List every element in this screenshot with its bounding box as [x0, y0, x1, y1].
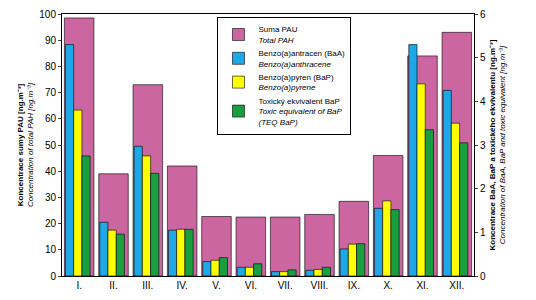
svg-text:50: 50	[45, 140, 57, 151]
svg-text:XII.: XII.	[449, 280, 464, 291]
svg-text:XI.: XI.	[416, 280, 428, 291]
svg-text:Benzo(a)pyren (BaP)Benzo(a)pyr: Benzo(a)pyren (BaP)Benzo(a)pyrene	[258, 73, 333, 92]
svg-text:Suma PAUTotal PAH: Suma PAUTotal PAH	[258, 25, 297, 44]
svg-text:0: 0	[50, 271, 56, 282]
svg-text:Koncentrace sumy PAU [ng.m⁻³]C: Koncentrace sumy PAU [ng.m⁻³]Concentrati…	[16, 82, 35, 207]
svg-text:20: 20	[45, 218, 57, 229]
svg-text:VIII.: VIII.	[311, 280, 329, 291]
svg-text:III.: III.	[142, 280, 153, 291]
svg-text:IX.: IX.	[348, 280, 360, 291]
svg-text:I.: I.	[76, 280, 82, 291]
svg-text:6: 6	[480, 9, 486, 20]
svg-text:80: 80	[45, 61, 57, 72]
svg-text:1: 1	[480, 227, 486, 238]
svg-text:40: 40	[45, 166, 57, 177]
svg-text:70: 70	[45, 87, 57, 98]
svg-text:Toxický ekvivalent BaPToxic eq: Toxický ekvivalent BaPToxic equivalent o…	[258, 97, 342, 127]
svg-text:V.: V.	[212, 280, 221, 291]
svg-text:II.: II.	[109, 280, 117, 291]
svg-text:Benzo(a)antracen (BaA)Benzo(a): Benzo(a)antracen (BaA)Benzo(a)anthracene	[258, 49, 345, 68]
svg-text:VI.: VI.	[245, 280, 257, 291]
svg-text:3: 3	[480, 140, 486, 151]
svg-text:60: 60	[45, 113, 57, 124]
svg-text:90: 90	[45, 35, 57, 46]
svg-text:10: 10	[45, 244, 57, 255]
svg-text:4: 4	[480, 96, 486, 107]
svg-text:30: 30	[45, 192, 57, 203]
svg-text:100: 100	[39, 9, 56, 20]
svg-text:IV.: IV.	[177, 280, 188, 291]
svg-text:X.: X.	[383, 280, 392, 291]
svg-text:5: 5	[480, 52, 486, 63]
svg-text:0: 0	[480, 271, 486, 282]
svg-text:2: 2	[480, 183, 486, 194]
svg-text:VII.: VII.	[278, 280, 293, 291]
svg-text:Koncentrace BaA, BaP a toxické: Koncentrace BaA, BaP a toxického ekvival…	[488, 39, 507, 250]
